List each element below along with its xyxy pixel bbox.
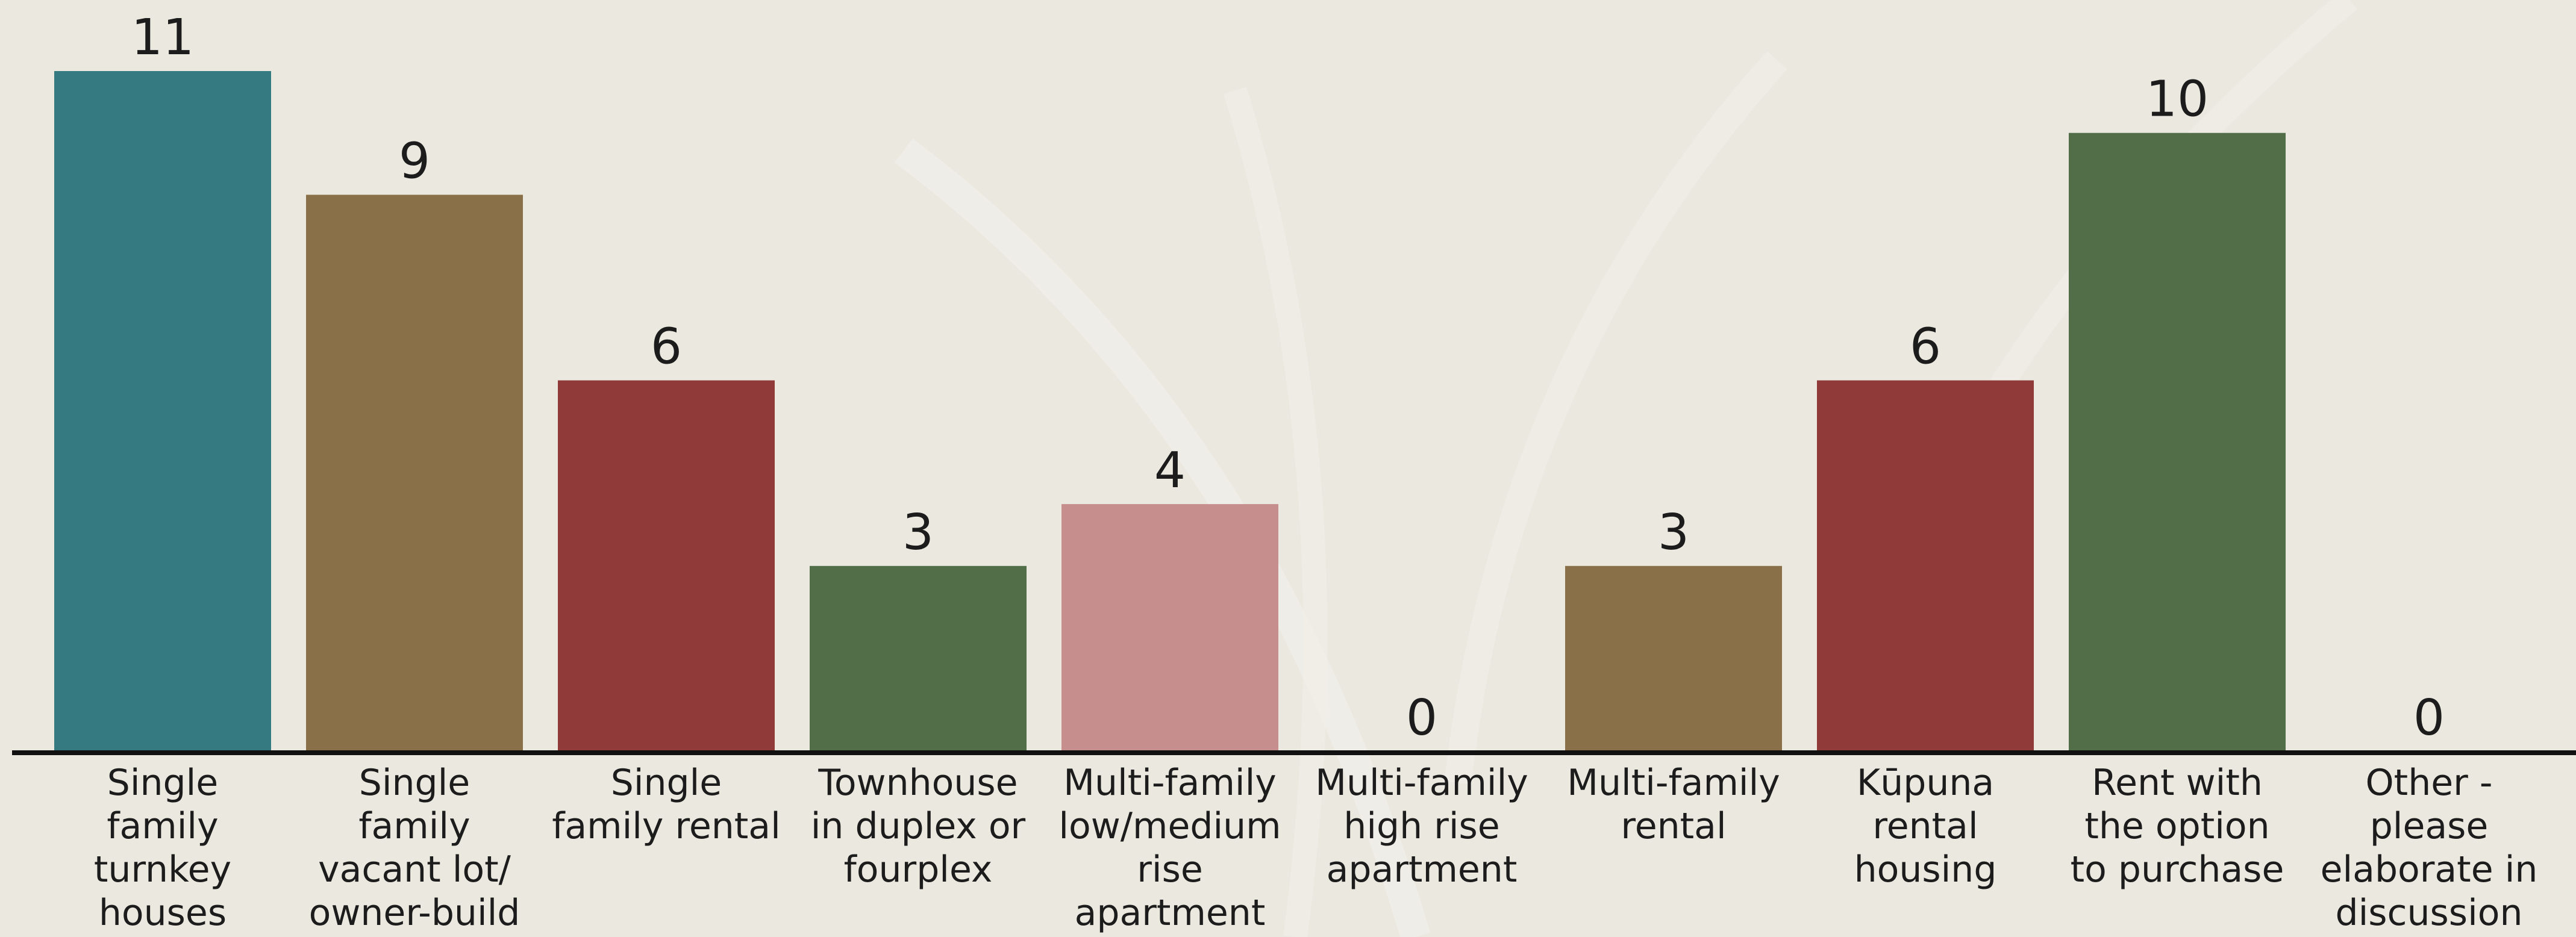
bar-8 bbox=[1817, 380, 2034, 752]
category-label-2: Single family vacant lot/owner-build bbox=[309, 762, 521, 934]
value-label-7: 3 bbox=[1658, 504, 1689, 561]
category-label-line: Multi-family bbox=[1567, 762, 1780, 804]
category-label-line: Single bbox=[359, 762, 470, 804]
category-label-4: Townhouse in duplex or fourplex bbox=[811, 762, 1026, 891]
category-label-line: Other - bbox=[2365, 762, 2492, 804]
value-label-5: 4 bbox=[1154, 442, 1186, 499]
category-label-line: rental bbox=[1872, 805, 1978, 847]
bar-7 bbox=[1565, 565, 1782, 752]
value-label-9: 10 bbox=[2146, 71, 2209, 128]
category-label-9: Rent with the option to purchase bbox=[2071, 762, 2284, 891]
category-label-line: apartment bbox=[1327, 848, 1518, 891]
category-label-line: Multi-family bbox=[1063, 762, 1277, 804]
category-label-line: Single bbox=[107, 762, 218, 804]
category-label-8: Kūpuna rental housing bbox=[1854, 762, 1997, 891]
category-label-line: Kūpuna bbox=[1857, 762, 1994, 804]
category-label-line: fourplex bbox=[844, 848, 993, 891]
value-label-4: 3 bbox=[902, 504, 934, 561]
category-label-6: Multi-family high rise apartment bbox=[1315, 762, 1528, 891]
category-label-line: rental bbox=[1621, 805, 1726, 847]
bar-9 bbox=[2069, 132, 2286, 752]
value-label-3: 6 bbox=[651, 319, 682, 376]
category-label-line: low/medium bbox=[1058, 805, 1281, 847]
category-label-1: Single family turnkey houses bbox=[94, 762, 231, 934]
value-label-1: 11 bbox=[131, 9, 194, 66]
value-label-10: 0 bbox=[2413, 690, 2445, 747]
value-labels-group: 11 9 6 3 4 0 3 6 10 0 bbox=[131, 9, 2445, 747]
category-label-line: housing bbox=[1854, 848, 1997, 891]
value-label-8: 6 bbox=[1910, 319, 1941, 376]
category-label-line: elaborate in bbox=[2321, 848, 2538, 891]
category-label-line: to purchase bbox=[2071, 848, 2284, 891]
category-label-line: in duplex or bbox=[811, 805, 1026, 847]
category-label-line: vacant lot/ bbox=[318, 848, 511, 891]
bar-5 bbox=[1061, 504, 1278, 752]
category-label-line: owner-build bbox=[309, 892, 521, 934]
category-label-line: family bbox=[358, 805, 470, 847]
category-label-line: discussion bbox=[2336, 892, 2523, 934]
category-label-line: houses bbox=[99, 892, 227, 934]
category-label-line: the option bbox=[2084, 805, 2269, 847]
bar-4 bbox=[810, 565, 1027, 752]
category-label-line: rise bbox=[1137, 848, 1203, 891]
bar-2 bbox=[306, 195, 523, 752]
value-label-6: 0 bbox=[1406, 690, 1437, 747]
category-label-line: apartment bbox=[1075, 892, 1266, 934]
bars-group bbox=[54, 71, 2286, 752]
category-label-line: turnkey bbox=[94, 848, 231, 891]
category-label-line: family bbox=[107, 805, 218, 847]
category-label-5: Multi-family low/medium rise apartment bbox=[1058, 762, 1281, 934]
category-label-line: high rise bbox=[1343, 805, 1499, 847]
bar-1 bbox=[54, 71, 271, 752]
category-label-line: Rent with bbox=[2092, 762, 2263, 804]
category-label-line: Single bbox=[611, 762, 722, 804]
category-label-3: Single family rental bbox=[552, 762, 781, 847]
category-label-10: Other -please elaborate in discussion bbox=[2321, 762, 2538, 934]
category-label-line: please bbox=[2370, 805, 2489, 847]
bar-3 bbox=[558, 380, 775, 752]
category-label-line: Townhouse bbox=[818, 762, 1018, 804]
category-label-line: family rental bbox=[552, 805, 781, 847]
value-label-2: 9 bbox=[399, 132, 430, 190]
category-label-line: Multi-family bbox=[1315, 762, 1528, 804]
category-label-7: Multi-family rental bbox=[1567, 762, 1780, 847]
